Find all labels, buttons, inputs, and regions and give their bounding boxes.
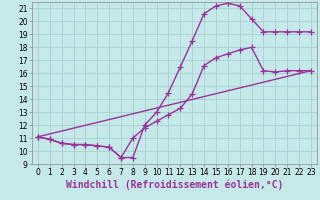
X-axis label: Windchill (Refroidissement éolien,°C): Windchill (Refroidissement éolien,°C) xyxy=(66,180,283,190)
